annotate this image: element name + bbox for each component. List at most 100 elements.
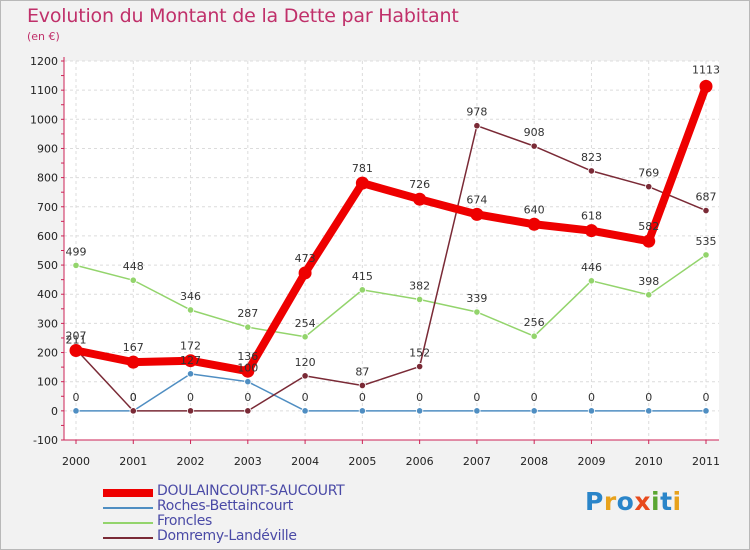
data-label: 167 (123, 341, 144, 354)
data-label: 287 (237, 307, 258, 320)
data-label: 582 (638, 220, 659, 233)
plot-area (64, 61, 719, 440)
data-point (645, 183, 653, 191)
legend-label: Roches-Bettaincourt (157, 498, 293, 514)
data-label: 0 (359, 391, 366, 404)
data-label: 0 (73, 391, 80, 404)
data-label: 382 (409, 279, 430, 292)
data-label: 640 (524, 203, 545, 216)
logo-letter: o (616, 487, 635, 516)
data-label: 415 (352, 270, 373, 283)
proxiti-logo: Proxiti (585, 487, 682, 516)
data-label: 152 (409, 347, 430, 360)
data-label: 0 (588, 391, 595, 404)
x-tick-label: 2006 (406, 455, 434, 468)
data-label: 726 (409, 178, 430, 191)
data-point (645, 407, 653, 415)
data-label: 0 (703, 391, 710, 404)
data-point (470, 207, 484, 221)
data-point (473, 308, 481, 316)
x-tick-label: 2010 (635, 455, 663, 468)
data-label: 120 (295, 356, 316, 369)
data-label: 256 (524, 316, 545, 329)
data-label: 0 (645, 391, 652, 404)
logo-letter: i (651, 487, 661, 516)
data-point (702, 407, 710, 415)
y-tick-label: 300 (37, 317, 58, 330)
x-tick-label: 2009 (577, 455, 605, 468)
data-label: 1113 (692, 63, 720, 76)
data-point (184, 354, 198, 368)
logo-letter: x (634, 487, 651, 516)
series-line-2 (75, 254, 707, 338)
legend-swatch (103, 537, 153, 539)
data-point (416, 362, 424, 371)
y-tick-label: 700 (37, 201, 58, 214)
data-point (241, 364, 255, 378)
data-point (587, 277, 596, 285)
y-tick-label: 900 (37, 142, 58, 155)
data-label: 127 (180, 354, 201, 367)
legend-label: Domremy-Landéville (157, 528, 297, 544)
y-tick-label: 1100 (30, 84, 58, 97)
data-point (530, 407, 538, 415)
y-tick-label: 600 (37, 230, 58, 243)
data-label: 207 (66, 329, 87, 342)
data-point (129, 407, 137, 415)
data-label: 687 (696, 191, 717, 204)
logo-letter: t (660, 487, 673, 516)
data-point (702, 251, 710, 259)
x-tick-label: 2001 (119, 455, 147, 468)
data-label: 448 (123, 260, 144, 273)
data-label: 339 (466, 292, 487, 305)
legend-label: DOULAINCOURT-SAUCOURT (157, 483, 345, 499)
data-point (244, 378, 252, 386)
data-point (186, 407, 195, 415)
data-label: 136 (237, 350, 258, 363)
y-tick-label: 100 (37, 376, 58, 389)
data-label: 0 (244, 391, 251, 404)
data-label: 0 (130, 391, 137, 404)
data-label: 172 (180, 340, 201, 353)
data-label: 499 (66, 245, 87, 258)
data-point (69, 343, 83, 357)
series-line-1 (75, 373, 707, 412)
data-point (413, 192, 427, 206)
y-tick-label: -100 (33, 434, 58, 447)
data-point (642, 234, 656, 248)
x-tick-label: 2000 (62, 455, 90, 468)
data-point (416, 295, 424, 304)
data-label: 908 (524, 126, 545, 139)
logo-letter: P (585, 487, 604, 516)
data-point (530, 142, 538, 150)
data-label: 0 (302, 391, 309, 404)
y-tick-label: 1200 (30, 55, 58, 68)
data-point (301, 407, 309, 415)
data-label: 211 (66, 333, 87, 346)
data-label: 0 (531, 391, 538, 404)
y-tick-label: 400 (37, 288, 58, 301)
data-label: 978 (466, 106, 487, 119)
data-label: 0 (473, 391, 480, 404)
data-label: 781 (352, 162, 373, 175)
data-point (358, 407, 366, 415)
data-label: 823 (581, 151, 602, 164)
data-point (702, 206, 710, 215)
legend-swatch (103, 489, 153, 497)
data-label: 0 (416, 391, 423, 404)
data-point (129, 276, 137, 284)
data-label: 346 (180, 290, 201, 303)
data-point (358, 286, 366, 294)
x-tick-label: 2003 (234, 455, 262, 468)
data-label: 398 (638, 275, 659, 288)
y-tick-label: 0 (51, 405, 58, 418)
x-tick-label: 2004 (291, 455, 319, 468)
data-label: 446 (581, 261, 602, 274)
data-label: 100 (237, 362, 258, 375)
series-line-3 (75, 124, 707, 412)
data-point (645, 291, 653, 299)
chart-title: Evolution du Montant de la Dette par Hab… (27, 5, 459, 27)
x-tick-label: 2007 (463, 455, 491, 468)
data-point (244, 323, 252, 331)
